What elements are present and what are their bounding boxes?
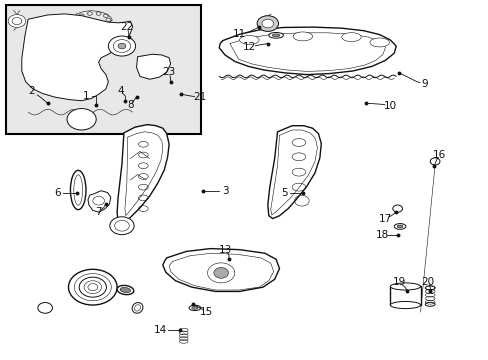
Polygon shape xyxy=(88,191,111,212)
Circle shape xyxy=(67,109,96,130)
Text: 7: 7 xyxy=(95,207,102,217)
Circle shape xyxy=(213,267,228,278)
Bar xyxy=(6,5,201,134)
Text: 20: 20 xyxy=(421,277,434,287)
Text: 17: 17 xyxy=(378,213,391,224)
Text: 8: 8 xyxy=(127,100,133,110)
Circle shape xyxy=(108,36,135,56)
Ellipse shape xyxy=(389,301,420,309)
Circle shape xyxy=(8,15,26,27)
Ellipse shape xyxy=(272,34,280,37)
Text: 9: 9 xyxy=(420,78,427,89)
Circle shape xyxy=(110,217,134,235)
Text: 13: 13 xyxy=(218,245,231,255)
Ellipse shape xyxy=(191,306,198,309)
Ellipse shape xyxy=(393,224,405,229)
Text: 23: 23 xyxy=(162,67,175,77)
Polygon shape xyxy=(267,126,321,219)
Bar xyxy=(389,287,420,305)
Ellipse shape xyxy=(120,287,130,293)
Text: 6: 6 xyxy=(54,188,61,198)
Text: 21: 21 xyxy=(193,92,206,102)
Ellipse shape xyxy=(396,225,402,228)
Text: 4: 4 xyxy=(117,86,123,96)
Text: 11: 11 xyxy=(233,29,246,39)
Ellipse shape xyxy=(341,33,361,41)
Ellipse shape xyxy=(132,302,142,313)
Text: 3: 3 xyxy=(221,186,228,196)
Circle shape xyxy=(257,16,278,31)
Circle shape xyxy=(429,158,439,165)
Circle shape xyxy=(68,269,117,305)
Text: 15: 15 xyxy=(200,307,213,317)
Ellipse shape xyxy=(117,285,134,294)
Ellipse shape xyxy=(239,36,259,44)
Text: 1: 1 xyxy=(83,91,90,101)
Ellipse shape xyxy=(292,32,312,41)
Polygon shape xyxy=(22,14,132,101)
Ellipse shape xyxy=(70,170,86,210)
Text: 10: 10 xyxy=(383,101,396,111)
Ellipse shape xyxy=(268,32,283,38)
Text: 12: 12 xyxy=(242,42,255,52)
Polygon shape xyxy=(163,249,279,292)
Text: 22: 22 xyxy=(120,22,133,32)
Circle shape xyxy=(118,43,125,49)
Circle shape xyxy=(38,302,52,313)
Ellipse shape xyxy=(389,283,420,290)
Ellipse shape xyxy=(189,305,201,311)
Text: 16: 16 xyxy=(431,150,445,160)
Text: 19: 19 xyxy=(392,277,405,287)
Text: 14: 14 xyxy=(154,325,167,335)
Circle shape xyxy=(392,205,402,212)
Text: 2: 2 xyxy=(28,86,35,96)
Ellipse shape xyxy=(369,38,388,47)
Circle shape xyxy=(262,19,273,28)
Polygon shape xyxy=(136,54,170,79)
Text: 18: 18 xyxy=(375,230,388,240)
Text: 5: 5 xyxy=(281,188,287,198)
Polygon shape xyxy=(117,125,169,224)
